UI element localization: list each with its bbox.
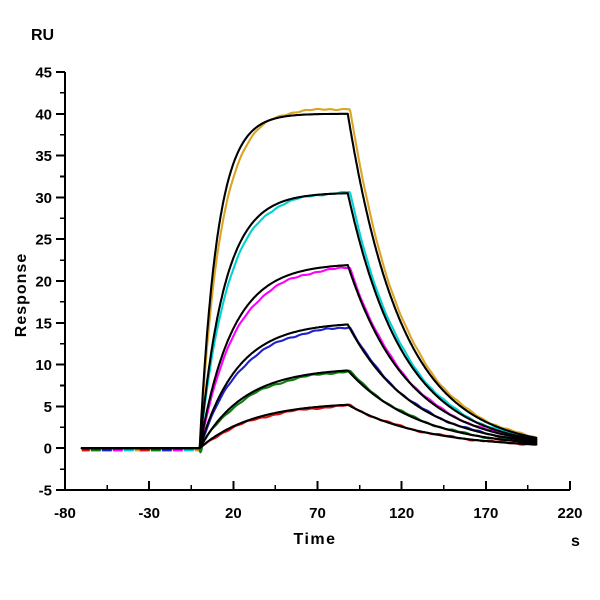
y-tick-label: 15 [35,315,52,332]
x-tick-label: 220 [557,505,582,522]
y-tick-label: 45 [35,65,52,82]
y-tick-label: 10 [35,357,52,374]
x-tick-label: 170 [473,505,498,522]
y-tick-label: 0 [44,441,52,458]
x-tick-label: 20 [225,505,242,522]
y-tick-label: -5 [39,483,52,500]
x-tick-label: -30 [138,505,160,522]
x-tick-label: 120 [389,505,414,522]
data-curve [198,107,538,450]
fit-curve [80,112,538,450]
y-tick-label: 40 [35,106,52,123]
x-axis-title: Time [293,531,337,548]
y-tick-label: 25 [35,232,52,249]
y-axis-title: Response [13,252,30,338]
fit-curve [80,323,538,450]
y-tick-label: 5 [44,399,52,416]
y-tick-label: 30 [35,190,52,207]
y-tick-label: 20 [35,274,52,291]
x-tick-label: 70 [309,505,326,522]
x-axis-unit-label: s [571,533,580,550]
x-tick-label: -80 [54,505,76,522]
fit-curve [80,264,538,450]
y-axis-unit-label: RU [31,27,55,44]
y-tick-label: 35 [35,148,52,165]
data-curve [198,266,538,450]
